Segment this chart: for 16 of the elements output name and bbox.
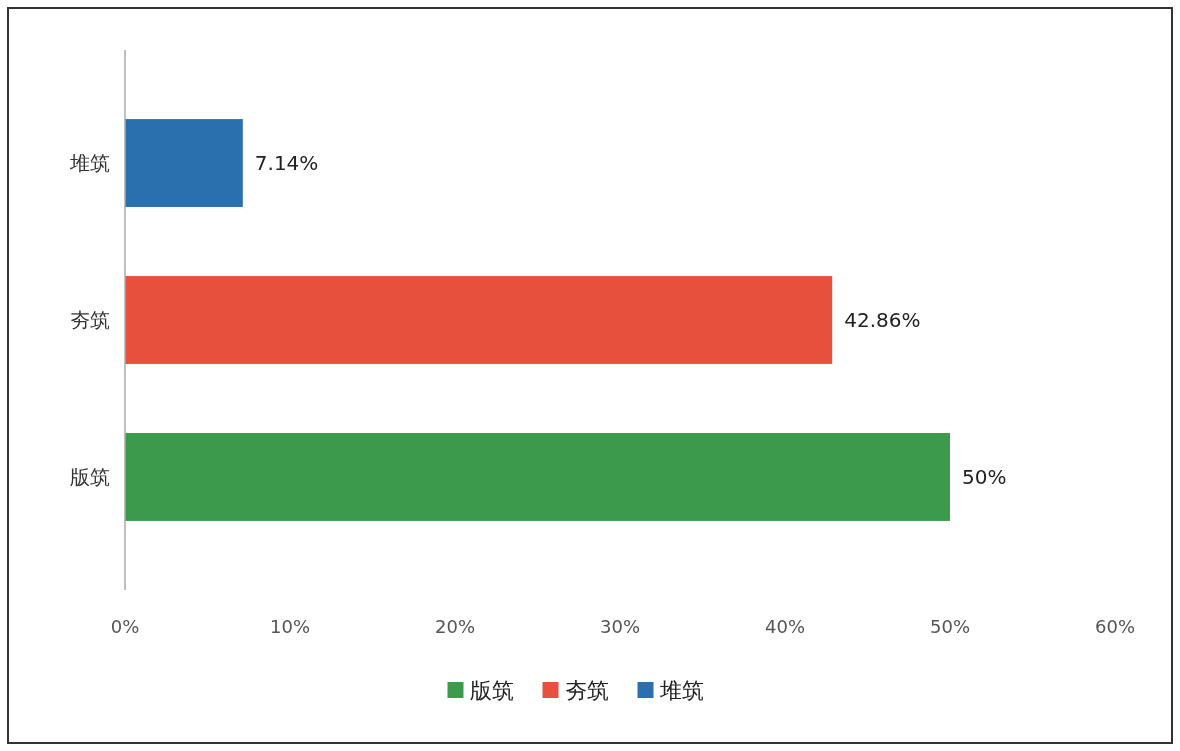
x-tick-label: 50% xyxy=(929,616,971,638)
y-tick-label: 夯筑 xyxy=(70,308,110,332)
x-tick-label: 30% xyxy=(599,616,641,638)
data-label: 42.86% xyxy=(844,308,921,332)
x-tick-label: 0% xyxy=(110,616,140,638)
x-tick-label: 20% xyxy=(434,616,476,638)
data-label: 7.14% xyxy=(254,151,319,176)
y-tick-label: 堆筑 xyxy=(69,151,110,176)
legend-label: 版筑 xyxy=(469,677,514,703)
legend-label: 夯筑 xyxy=(564,677,609,703)
x-tick-label: 10% xyxy=(269,616,311,638)
y-tick-label: 版筑 xyxy=(70,464,110,489)
data-label: 50% xyxy=(962,464,1007,489)
x-tick-label: 60% xyxy=(1094,616,1136,638)
x-tick-label: 40% xyxy=(764,616,806,638)
legend-label: 堆筑 xyxy=(658,677,704,703)
